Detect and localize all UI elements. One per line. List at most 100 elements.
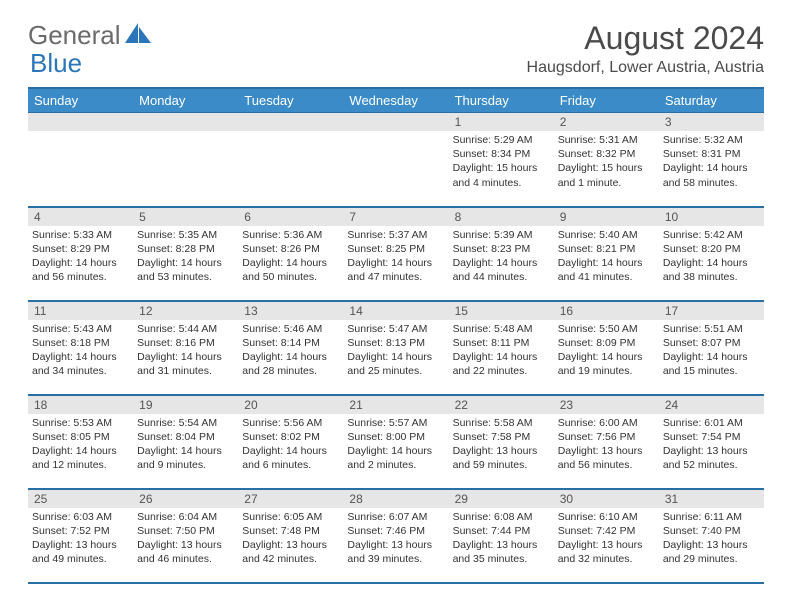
calendar-day-cell: 30Sunrise: 6:10 AMSunset: 7:42 PMDayligh… <box>554 489 659 583</box>
calendar-day-cell: 18Sunrise: 5:53 AMSunset: 8:05 PMDayligh… <box>28 395 133 489</box>
calendar-week-row: 11Sunrise: 5:43 AMSunset: 8:18 PMDayligh… <box>28 301 764 395</box>
calendar-day-cell: 2Sunrise: 5:31 AMSunset: 8:32 PMDaylight… <box>554 113 659 207</box>
calendar-day-cell: 1Sunrise: 5:29 AMSunset: 8:34 PMDaylight… <box>449 113 554 207</box>
calendar-day-cell: 3Sunrise: 5:32 AMSunset: 8:31 PMDaylight… <box>659 113 764 207</box>
day-number: 1 <box>449 113 554 131</box>
calendar-day-cell: 21Sunrise: 5:57 AMSunset: 8:00 PMDayligh… <box>343 395 448 489</box>
day-number: 7 <box>343 208 448 226</box>
day-number: 2 <box>554 113 659 131</box>
day-number: 19 <box>133 396 238 414</box>
calendar-day-header: Monday <box>133 88 238 113</box>
page-header: General Blue August 2024 Haugsdorf, Lowe… <box>0 0 792 83</box>
calendar-day-cell: 27Sunrise: 6:05 AMSunset: 7:48 PMDayligh… <box>238 489 343 583</box>
calendar-day-cell <box>238 113 343 207</box>
day-details: Sunrise: 5:47 AMSunset: 8:13 PMDaylight:… <box>343 320 448 381</box>
calendar-body: 1Sunrise: 5:29 AMSunset: 8:34 PMDaylight… <box>28 113 764 583</box>
calendar-day-cell: 5Sunrise: 5:35 AMSunset: 8:28 PMDaylight… <box>133 207 238 301</box>
day-details: Sunrise: 5:35 AMSunset: 8:28 PMDaylight:… <box>133 226 238 287</box>
day-details: Sunrise: 5:51 AMSunset: 8:07 PMDaylight:… <box>659 320 764 381</box>
calendar-day-cell: 29Sunrise: 6:08 AMSunset: 7:44 PMDayligh… <box>449 489 554 583</box>
day-details: Sunrise: 6:00 AMSunset: 7:56 PMDaylight:… <box>554 414 659 475</box>
calendar-day-cell: 22Sunrise: 5:58 AMSunset: 7:58 PMDayligh… <box>449 395 554 489</box>
day-details: Sunrise: 5:39 AMSunset: 8:23 PMDaylight:… <box>449 226 554 287</box>
logo-text-general: General <box>28 20 121 51</box>
day-number: 31 <box>659 490 764 508</box>
calendar-day-cell: 17Sunrise: 5:51 AMSunset: 8:07 PMDayligh… <box>659 301 764 395</box>
calendar-day-cell: 12Sunrise: 5:44 AMSunset: 8:16 PMDayligh… <box>133 301 238 395</box>
day-details: Sunrise: 5:46 AMSunset: 8:14 PMDaylight:… <box>238 320 343 381</box>
day-number: 30 <box>554 490 659 508</box>
day-number: 18 <box>28 396 133 414</box>
day-number: 5 <box>133 208 238 226</box>
day-details: Sunrise: 5:56 AMSunset: 8:02 PMDaylight:… <box>238 414 343 475</box>
page-title: August 2024 <box>527 20 764 57</box>
calendar-week-row: 4Sunrise: 5:33 AMSunset: 8:29 PMDaylight… <box>28 207 764 301</box>
day-number-empty <box>133 113 238 131</box>
day-details: Sunrise: 6:05 AMSunset: 7:48 PMDaylight:… <box>238 508 343 569</box>
calendar-header-row: SundayMondayTuesdayWednesdayThursdayFrid… <box>28 88 764 113</box>
calendar-week-row: 1Sunrise: 5:29 AMSunset: 8:34 PMDaylight… <box>28 113 764 207</box>
calendar-day-cell: 16Sunrise: 5:50 AMSunset: 8:09 PMDayligh… <box>554 301 659 395</box>
calendar-day-header: Sunday <box>28 88 133 113</box>
day-number-empty <box>343 113 448 131</box>
day-details: Sunrise: 5:36 AMSunset: 8:26 PMDaylight:… <box>238 226 343 287</box>
day-details: Sunrise: 6:03 AMSunset: 7:52 PMDaylight:… <box>28 508 133 569</box>
calendar-week-row: 25Sunrise: 6:03 AMSunset: 7:52 PMDayligh… <box>28 489 764 583</box>
day-number: 15 <box>449 302 554 320</box>
day-number: 28 <box>343 490 448 508</box>
day-details: Sunrise: 5:29 AMSunset: 8:34 PMDaylight:… <box>449 131 554 192</box>
day-number: 29 <box>449 490 554 508</box>
calendar-day-cell: 13Sunrise: 5:46 AMSunset: 8:14 PMDayligh… <box>238 301 343 395</box>
day-number-empty <box>238 113 343 131</box>
day-details: Sunrise: 5:53 AMSunset: 8:05 PMDaylight:… <box>28 414 133 475</box>
day-details: Sunrise: 5:48 AMSunset: 8:11 PMDaylight:… <box>449 320 554 381</box>
day-number: 22 <box>449 396 554 414</box>
calendar-day-cell: 14Sunrise: 5:47 AMSunset: 8:13 PMDayligh… <box>343 301 448 395</box>
day-number: 21 <box>343 396 448 414</box>
day-details: Sunrise: 5:37 AMSunset: 8:25 PMDaylight:… <box>343 226 448 287</box>
calendar-day-cell: 28Sunrise: 6:07 AMSunset: 7:46 PMDayligh… <box>343 489 448 583</box>
calendar-table: SundayMondayTuesdayWednesdayThursdayFrid… <box>28 87 764 584</box>
logo-text-blue: Blue <box>30 48 82 78</box>
day-number: 26 <box>133 490 238 508</box>
day-details: Sunrise: 5:58 AMSunset: 7:58 PMDaylight:… <box>449 414 554 475</box>
day-details: Sunrise: 5:50 AMSunset: 8:09 PMDaylight:… <box>554 320 659 381</box>
day-number: 4 <box>28 208 133 226</box>
day-number: 27 <box>238 490 343 508</box>
calendar-day-cell: 23Sunrise: 6:00 AMSunset: 7:56 PMDayligh… <box>554 395 659 489</box>
day-details: Sunrise: 6:07 AMSunset: 7:46 PMDaylight:… <box>343 508 448 569</box>
calendar-day-cell: 24Sunrise: 6:01 AMSunset: 7:54 PMDayligh… <box>659 395 764 489</box>
calendar-day-cell: 10Sunrise: 5:42 AMSunset: 8:20 PMDayligh… <box>659 207 764 301</box>
day-number: 14 <box>343 302 448 320</box>
calendar-day-cell: 6Sunrise: 5:36 AMSunset: 8:26 PMDaylight… <box>238 207 343 301</box>
calendar-day-cell: 31Sunrise: 6:11 AMSunset: 7:40 PMDayligh… <box>659 489 764 583</box>
calendar-day-cell: 8Sunrise: 5:39 AMSunset: 8:23 PMDaylight… <box>449 207 554 301</box>
day-number: 11 <box>28 302 133 320</box>
day-number: 3 <box>659 113 764 131</box>
calendar-day-cell <box>343 113 448 207</box>
calendar-day-header: Wednesday <box>343 88 448 113</box>
logo-sail-icon <box>123 23 151 48</box>
day-details: Sunrise: 5:33 AMSunset: 8:29 PMDaylight:… <box>28 226 133 287</box>
day-details: Sunrise: 6:08 AMSunset: 7:44 PMDaylight:… <box>449 508 554 569</box>
day-details: Sunrise: 6:01 AMSunset: 7:54 PMDaylight:… <box>659 414 764 475</box>
day-number: 20 <box>238 396 343 414</box>
day-details: Sunrise: 5:42 AMSunset: 8:20 PMDaylight:… <box>659 226 764 287</box>
calendar-day-header: Friday <box>554 88 659 113</box>
title-block: August 2024 Haugsdorf, Lower Austria, Au… <box>527 20 764 77</box>
calendar-day-cell: 11Sunrise: 5:43 AMSunset: 8:18 PMDayligh… <box>28 301 133 395</box>
logo: General Blue <box>28 20 151 51</box>
calendar-day-cell: 4Sunrise: 5:33 AMSunset: 8:29 PMDaylight… <box>28 207 133 301</box>
day-number: 10 <box>659 208 764 226</box>
day-number: 25 <box>28 490 133 508</box>
day-details: Sunrise: 6:04 AMSunset: 7:50 PMDaylight:… <box>133 508 238 569</box>
day-details: Sunrise: 6:11 AMSunset: 7:40 PMDaylight:… <box>659 508 764 569</box>
location-text: Haugsdorf, Lower Austria, Austria <box>527 59 764 77</box>
day-number-empty <box>28 113 133 131</box>
day-number: 12 <box>133 302 238 320</box>
calendar-day-header: Saturday <box>659 88 764 113</box>
day-details: Sunrise: 5:54 AMSunset: 8:04 PMDaylight:… <box>133 414 238 475</box>
day-details: Sunrise: 5:44 AMSunset: 8:16 PMDaylight:… <box>133 320 238 381</box>
day-details: Sunrise: 5:43 AMSunset: 8:18 PMDaylight:… <box>28 320 133 381</box>
day-details: Sunrise: 5:32 AMSunset: 8:31 PMDaylight:… <box>659 131 764 192</box>
